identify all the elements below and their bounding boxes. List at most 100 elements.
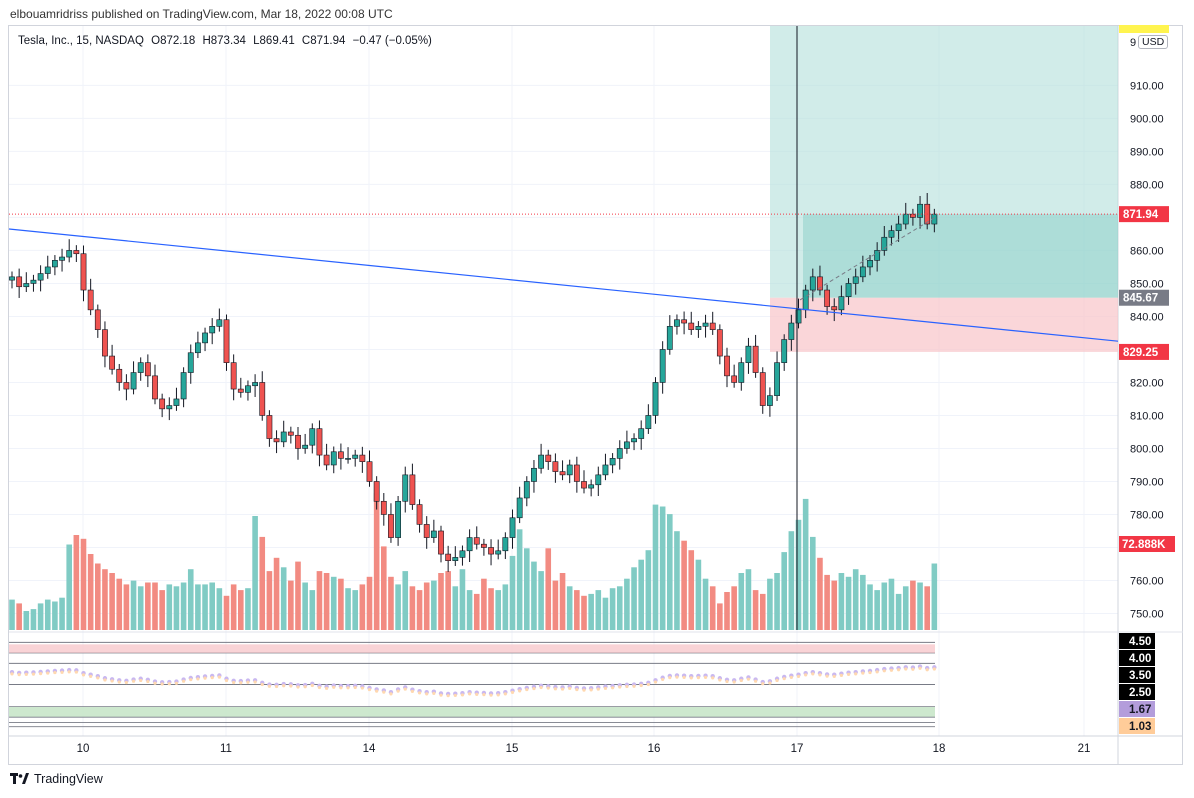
- candle: [709, 311, 716, 335]
- volume-bar: [774, 573, 780, 630]
- volume-bar: [516, 529, 523, 630]
- volume-bar: [531, 561, 537, 630]
- osc-dot-secondary: [861, 671, 865, 675]
- osc-dot-secondary: [804, 673, 808, 677]
- osc-dot-secondary: [811, 672, 815, 676]
- volume-bar: [509, 555, 516, 630]
- osc-dot-secondary: [846, 672, 851, 676]
- trend-line: [8, 228, 1119, 342]
- candle-body: [716, 329, 723, 357]
- candle-body: [309, 428, 316, 446]
- osc-dot-secondary: [182, 679, 186, 683]
- candle-body: [352, 454, 359, 459]
- candle: [552, 453, 559, 483]
- osc-dot-secondary: [668, 676, 672, 680]
- osc-dot-secondary: [510, 690, 515, 694]
- osc-dot-secondary: [711, 676, 715, 680]
- osc-dot-secondary: [396, 689, 400, 693]
- osc-dot-secondary: [911, 667, 915, 671]
- candle-body: [438, 530, 444, 555]
- currency-label[interactable]: USD: [1138, 35, 1169, 49]
- osc-dot-secondary: [754, 679, 758, 683]
- candle-body: [430, 530, 437, 538]
- candle: [666, 315, 673, 355]
- candle: [273, 430, 280, 454]
- osc-dot-secondary: [360, 686, 364, 690]
- volume-bar: [323, 573, 330, 630]
- candle-body: [209, 326, 216, 334]
- volume-bar: [767, 578, 773, 630]
- tradingview-brand-text: TradingView: [34, 772, 103, 786]
- candle-body: [316, 428, 323, 456]
- long-position-tool[interactable]: [770, 26, 1118, 352]
- osc-dot-secondary: [560, 687, 565, 691]
- candle-body: [488, 547, 494, 555]
- price-tick-label: 860.00: [1130, 245, 1164, 257]
- candle-body: [30, 279, 37, 284]
- price-tick-label: 780.00: [1130, 509, 1164, 521]
- candle: [373, 476, 380, 510]
- osc-dot-secondary: [296, 685, 300, 689]
- candle: [509, 509, 516, 549]
- candle: [59, 248, 65, 272]
- candle-body: [9, 276, 15, 281]
- top-price-badge: [1119, 25, 1169, 33]
- volume-bar: [559, 573, 566, 630]
- osc-dot-secondary: [196, 677, 200, 681]
- price-tick-label: 810.00: [1130, 410, 1164, 422]
- osc-dot-secondary: [761, 682, 765, 686]
- drawing-overlays[interactable]: [8, 26, 1119, 630]
- symbol-title: Tesla, Inc., 15, NASDAQ: [18, 35, 144, 47]
- candle: [502, 532, 509, 560]
- osc-dot-secondary: [875, 670, 879, 674]
- candle: [252, 374, 258, 397]
- price-tick-label: 840.00: [1130, 311, 1164, 323]
- chart-frame: [8, 25, 1183, 765]
- candle-body: [173, 398, 180, 406]
- candle-body: [195, 342, 201, 354]
- osc-level-badge-text: 4.00: [1129, 653, 1151, 665]
- price-tick-label: 790.00: [1130, 476, 1164, 488]
- volume-bar: [438, 573, 444, 630]
- osc-dot-secondary: [17, 673, 21, 677]
- candle-body: [337, 451, 344, 459]
- time-axis[interactable]: 10 11 14 15 16 17 18 21: [77, 743, 1091, 755]
- volume-bar: [645, 550, 652, 630]
- volume-bar: [44, 599, 51, 630]
- volume-bar: [95, 563, 101, 630]
- volume-bar: [702, 578, 709, 630]
- volume-bar: [838, 573, 845, 630]
- volume-bar: [223, 595, 230, 630]
- candle-body: [573, 464, 580, 482]
- volume-bar: [481, 578, 487, 630]
- osc-dot-secondary: [389, 692, 393, 696]
- oscillator-pane: [9, 641, 937, 728]
- time-tick-label: 14: [363, 743, 376, 755]
- candle-body: [459, 550, 466, 558]
- tradingview-brand[interactable]: TradingView: [10, 772, 103, 786]
- volume-bar: [545, 548, 552, 630]
- candle: [180, 367, 187, 408]
- ohlc-low: L869.41: [253, 35, 295, 47]
- volume-bar: [366, 576, 373, 630]
- candle: [137, 357, 144, 381]
- candle: [652, 377, 659, 424]
- last-price-badge-text: 871.94: [1123, 209, 1159, 221]
- osc-dot-secondary: [239, 681, 243, 685]
- osc-dot-secondary: [582, 688, 586, 692]
- osc-level-badge-text: 1.03: [1129, 721, 1151, 733]
- osc-dot-secondary: [325, 686, 329, 690]
- candle: [838, 285, 845, 316]
- price-axis[interactable]: 750.00760.00770.00780.00790.00800.00810.…: [1119, 25, 1175, 734]
- volume-bar: [681, 540, 687, 630]
- candle: [123, 374, 130, 401]
- volume-bar: [359, 584, 366, 630]
- candle-body: [681, 319, 687, 324]
- volume-bar: [37, 603, 44, 630]
- candle: [566, 459, 573, 484]
- candle: [245, 380, 251, 401]
- candle-body: [659, 349, 666, 383]
- osc-dot-secondary: [689, 676, 693, 680]
- candle: [23, 272, 30, 293]
